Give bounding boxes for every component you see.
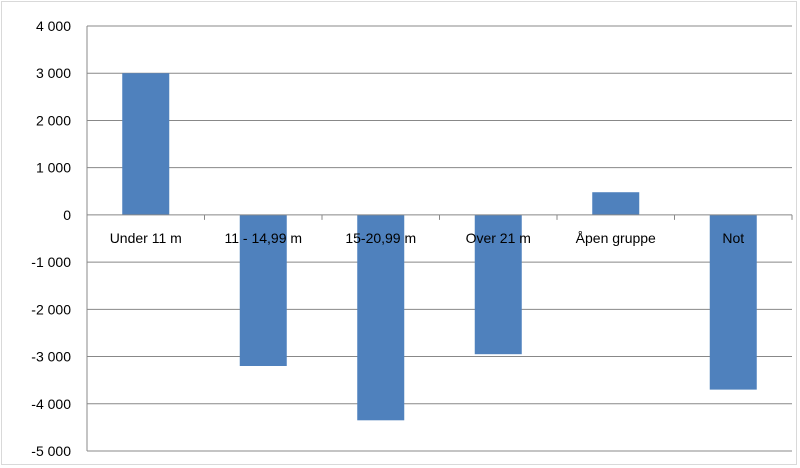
x-category-label: Over 21 m	[466, 230, 531, 246]
y-tick-label: 3 000	[36, 65, 71, 81]
x-category-label: Not	[722, 230, 744, 246]
gridlines	[87, 25, 792, 452]
bar	[592, 192, 640, 215]
y-tick-label: -5 000	[31, 443, 71, 459]
bar	[709, 214, 757, 390]
bar	[357, 214, 405, 421]
y-tick-label: 1 000	[36, 160, 71, 176]
y-tick-label: -3 000	[31, 349, 71, 365]
x-category-label: Åpen gruppe	[576, 230, 656, 246]
y-tick-label: -1 000	[31, 254, 71, 270]
y-tick-label: -4 000	[31, 396, 71, 412]
y-tick-label: 2 000	[36, 112, 71, 128]
x-category-label: 11 - 14,99 m	[224, 230, 302, 246]
y-tick-label: 4 000	[36, 18, 71, 34]
bar	[122, 73, 170, 215]
category-labels: Under 11 m 11 - 14,99 m 15-20,99 m Over 21 …	[110, 230, 745, 246]
x-category-label: Under 11 m	[110, 230, 182, 246]
y-tick-label: 0	[63, 207, 71, 223]
axes	[86, 26, 793, 451]
bar	[474, 214, 522, 355]
x-category-label: 15-20,99 m	[345, 230, 416, 246]
bars	[122, 73, 757, 421]
y-tick-label: -2 000	[31, 301, 71, 317]
bar	[239, 214, 287, 366]
y-tick-labels: 4 000 3 000 2 000 1 000 0 -1 000 -2 000 -3 000 -…	[31, 18, 71, 459]
